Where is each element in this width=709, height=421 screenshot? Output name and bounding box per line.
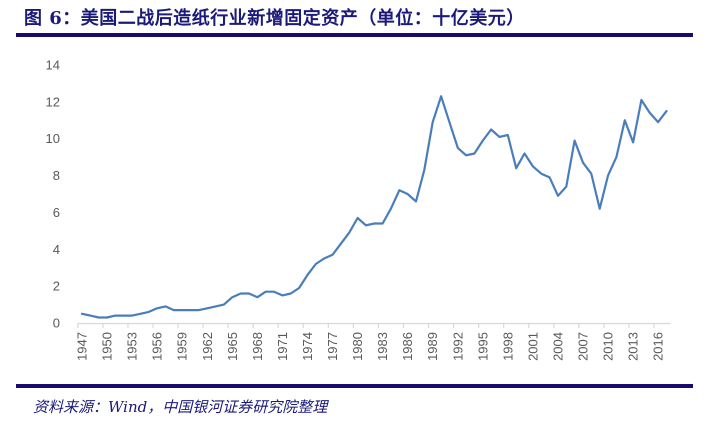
x-tick-label: 1962 (200, 332, 215, 361)
y-tick-label: 0 (53, 316, 60, 331)
x-tick-label: 1977 (325, 332, 340, 361)
x-tick-label: 2007 (576, 332, 591, 361)
y-axis-tick-labels: 0 2 4 6 8 10 12 14 (46, 58, 60, 331)
x-tick-label: 1971 (275, 332, 290, 361)
y-tick-label: 12 (46, 94, 60, 109)
x-tick-label: 1995 (475, 332, 490, 361)
x-tick-label: 1974 (300, 332, 315, 361)
x-tick-label: 2010 (601, 332, 616, 361)
x-tick-label: 1956 (150, 332, 165, 361)
x-tick-label: 1998 (500, 332, 515, 361)
x-tick-label: 2001 (525, 332, 540, 361)
source-note: 资料来源：Wind，中国银河证券研究院整理 (33, 398, 328, 416)
x-tick-label: 1968 (250, 332, 265, 361)
x-tick-label: 1980 (350, 332, 365, 361)
x-tick-label: 1965 (225, 332, 240, 361)
y-tick-label: 2 (53, 279, 60, 294)
series-line (80, 95, 668, 319)
x-tick-label: 1986 (400, 332, 415, 361)
x-tick-label: 1989 (425, 332, 440, 361)
line-chart: 0 2 4 6 8 10 12 14 1947 1950 1953 1956 1959 1962 1965… (46, 58, 671, 361)
figure-title: 图 6：美国二战后造纸行业新增固定资产（单位：十亿美元） (24, 8, 525, 29)
y-tick-label: 8 (53, 168, 60, 183)
x-tick-label: 2004 (550, 332, 565, 361)
x-tick-label: 1983 (375, 332, 390, 361)
y-tick-label: 14 (46, 58, 60, 73)
x-tick-label: 1953 (125, 332, 140, 361)
source-divider (16, 384, 693, 388)
x-axis-tick-labels: 1947 1950 1953 1956 1959 1962 1965 1968 1971 1974… (75, 332, 666, 361)
y-tick-label: 4 (53, 242, 60, 257)
x-tick-label: 1950 (100, 332, 115, 361)
title-divider (16, 33, 693, 37)
x-tick-label: 1947 (75, 332, 90, 361)
x-tick-label: 2013 (626, 332, 641, 361)
x-tick-label: 2016 (651, 332, 666, 361)
x-axis (77, 322, 671, 328)
x-tick-label: 1992 (450, 332, 465, 361)
y-tick-label: 6 (53, 205, 60, 220)
y-tick-label: 10 (46, 131, 60, 146)
x-tick-label: 1959 (175, 332, 190, 361)
